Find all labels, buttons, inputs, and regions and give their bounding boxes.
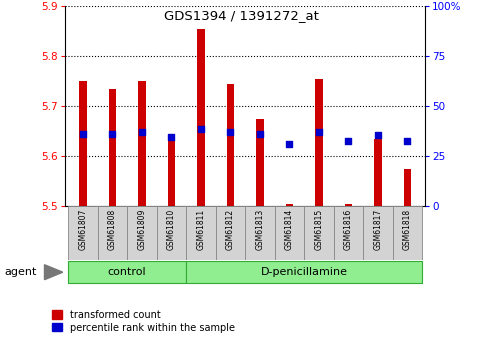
Bar [186, 206, 215, 260]
Bar [345, 204, 352, 206]
Text: GSM61808: GSM61808 [108, 209, 117, 250]
Bar [374, 139, 382, 206]
Bar [186, 261, 422, 283]
Bar [98, 206, 127, 260]
Bar [79, 81, 86, 206]
Bar [68, 261, 186, 283]
Text: GSM61812: GSM61812 [226, 209, 235, 250]
Bar [256, 119, 264, 206]
Bar [109, 89, 116, 206]
Point [138, 129, 146, 135]
Text: GSM61809: GSM61809 [137, 209, 146, 250]
Point [197, 126, 205, 131]
Point [403, 139, 411, 144]
Bar [393, 206, 422, 260]
Text: GSM61814: GSM61814 [285, 209, 294, 250]
Bar [285, 204, 293, 206]
Bar [227, 84, 234, 206]
Bar [168, 139, 175, 206]
Point [79, 131, 87, 137]
Point [168, 135, 175, 140]
Bar [363, 206, 393, 260]
Text: GSM61810: GSM61810 [167, 209, 176, 250]
Bar [245, 206, 275, 260]
Point [344, 139, 352, 144]
Bar [315, 79, 323, 206]
Bar [404, 169, 411, 206]
Text: D-penicillamine: D-penicillamine [261, 267, 348, 277]
Polygon shape [44, 265, 63, 280]
Legend: transformed count, percentile rank within the sample: transformed count, percentile rank withi… [48, 306, 239, 337]
Text: GDS1394 / 1391272_at: GDS1394 / 1391272_at [164, 9, 319, 22]
Text: agent: agent [5, 267, 37, 277]
Bar [275, 206, 304, 260]
Text: GSM61818: GSM61818 [403, 209, 412, 250]
Text: GSM61817: GSM61817 [373, 209, 383, 250]
Bar [215, 206, 245, 260]
Bar [334, 206, 363, 260]
Point [315, 129, 323, 135]
Point [374, 132, 382, 138]
Point [227, 129, 234, 135]
Text: GSM61811: GSM61811 [197, 209, 205, 250]
Point [256, 131, 264, 137]
Text: GSM61816: GSM61816 [344, 209, 353, 250]
Text: GSM61815: GSM61815 [314, 209, 323, 250]
Point [109, 131, 116, 137]
Text: GSM61813: GSM61813 [256, 209, 264, 250]
Bar [138, 81, 145, 206]
Point [285, 141, 293, 147]
Text: GSM61807: GSM61807 [78, 209, 87, 250]
Bar [197, 29, 205, 206]
Bar [127, 206, 156, 260]
Bar [156, 206, 186, 260]
Text: control: control [108, 267, 146, 277]
Bar [68, 206, 98, 260]
Bar [304, 206, 334, 260]
